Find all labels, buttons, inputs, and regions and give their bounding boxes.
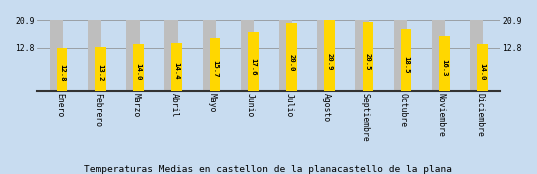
Bar — [432, 20, 445, 92]
Bar — [279, 20, 292, 92]
Bar — [470, 20, 483, 92]
Bar — [164, 20, 178, 92]
Bar — [324, 20, 335, 92]
Bar — [57, 48, 68, 92]
Bar — [355, 20, 369, 92]
Bar — [248, 32, 258, 92]
Bar — [286, 23, 297, 92]
Text: Temperaturas Medias en castellon de la planacastello de la plana: Temperaturas Medias en castellon de la p… — [84, 165, 453, 174]
Bar — [171, 42, 182, 92]
Bar — [126, 20, 140, 92]
Bar — [88, 20, 101, 92]
Bar — [95, 47, 106, 92]
Bar — [394, 20, 407, 92]
Bar — [439, 36, 449, 92]
Text: 20.9: 20.9 — [326, 53, 332, 70]
Bar — [50, 20, 63, 92]
Text: 14.0: 14.0 — [135, 63, 142, 80]
Text: 14.4: 14.4 — [174, 62, 180, 80]
Text: 12.8: 12.8 — [59, 64, 65, 82]
Bar — [477, 44, 488, 92]
Text: 18.5: 18.5 — [403, 56, 409, 74]
Text: 14.0: 14.0 — [480, 63, 485, 80]
Text: 17.6: 17.6 — [250, 58, 256, 75]
Text: 16.3: 16.3 — [441, 60, 447, 77]
Bar — [133, 44, 144, 92]
Bar — [241, 20, 254, 92]
Text: 13.2: 13.2 — [97, 64, 103, 81]
Text: 20.0: 20.0 — [288, 54, 294, 72]
Bar — [317, 20, 331, 92]
Bar — [362, 22, 373, 92]
Text: 20.5: 20.5 — [365, 53, 371, 71]
Text: 15.7: 15.7 — [212, 60, 218, 78]
Bar — [202, 20, 216, 92]
Bar — [209, 38, 220, 92]
Bar — [401, 29, 411, 92]
